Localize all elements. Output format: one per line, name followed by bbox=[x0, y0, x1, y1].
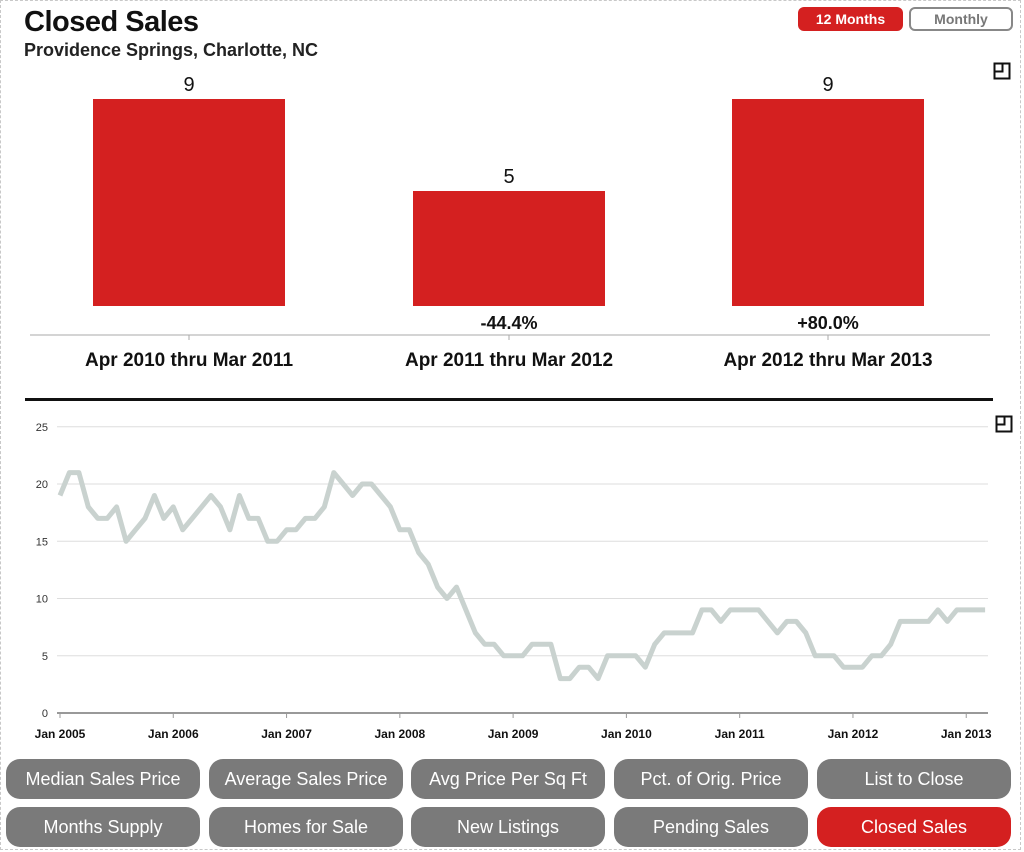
bar-change-label: -44.4% bbox=[480, 313, 537, 333]
x-tick-label: Jan 2009 bbox=[488, 727, 539, 741]
section-divider bbox=[25, 398, 993, 401]
page-subtitle: Providence Springs, Charlotte, NC bbox=[24, 40, 319, 60]
x-tick-label: Jan 2006 bbox=[148, 727, 199, 741]
bar bbox=[93, 99, 285, 306]
metric-button-median-sales-price[interactable]: Median Sales Price bbox=[6, 759, 200, 799]
expand-icon[interactable] bbox=[995, 415, 1013, 433]
x-tick-label: Jan 2005 bbox=[35, 727, 86, 741]
y-tick-label: 10 bbox=[36, 594, 48, 606]
y-tick-label: 25 bbox=[36, 422, 48, 434]
line-chart: 0 5 10 15 20 25 Jan 2005 Jan 2006 Jan 2007 Jan 20… bbox=[35, 422, 992, 741]
y-tick-label: 15 bbox=[36, 536, 48, 548]
bar-value-label: 5 bbox=[503, 166, 514, 188]
metric-button-months-supply[interactable]: Months Supply bbox=[6, 807, 200, 847]
y-tick-label: 0 bbox=[42, 708, 48, 720]
metric-button-avg-price-per-sq-ft[interactable]: Avg Price Per Sq Ft bbox=[411, 759, 605, 799]
y-tick-label: 20 bbox=[36, 479, 48, 491]
page-title: Closed Sales bbox=[24, 6, 199, 38]
metric-button-pending-sales[interactable]: Pending Sales bbox=[614, 807, 808, 847]
toggle-monthly[interactable]: Monthly bbox=[909, 7, 1013, 31]
bar-change-label: +80.0% bbox=[797, 313, 859, 333]
bar-chart: 9 Apr 2010 thru Mar 2011 5 -44.4% Apr 2011 t… bbox=[30, 74, 990, 371]
bar-category-label: Apr 2011 thru Mar 2012 bbox=[405, 350, 613, 371]
x-tick-label: Jan 2012 bbox=[828, 727, 879, 741]
toggle-12-months[interactable]: 12 Months bbox=[798, 7, 903, 31]
metric-button-closed-sales[interactable]: Closed Sales bbox=[817, 807, 1011, 847]
bar-category-label: Apr 2010 thru Mar 2011 bbox=[85, 350, 293, 371]
x-tick-label: Jan 2008 bbox=[374, 727, 425, 741]
bar-value-label: 9 bbox=[183, 74, 194, 96]
metric-button-homes-for-sale[interactable]: Homes for Sale bbox=[209, 807, 403, 847]
x-tick-label: Jan 2010 bbox=[601, 727, 652, 741]
metric-button-new-listings[interactable]: New Listings bbox=[411, 807, 605, 847]
expand-icon[interactable] bbox=[993, 62, 1011, 80]
metric-button-pct-of-orig-price[interactable]: Pct. of Orig. Price bbox=[614, 759, 808, 799]
x-tick-label: Jan 2007 bbox=[261, 727, 312, 741]
x-tick-label: Jan 2013 bbox=[941, 727, 992, 741]
y-tick-label: 5 bbox=[42, 651, 48, 663]
metric-button-list-to-close[interactable]: List to Close bbox=[817, 759, 1011, 799]
metric-button-average-sales-price[interactable]: Average Sales Price bbox=[209, 759, 403, 799]
bar-value-label: 9 bbox=[822, 74, 833, 96]
bar bbox=[732, 99, 924, 306]
bar-category-label: Apr 2012 thru Mar 2013 bbox=[723, 350, 932, 371]
x-tick-label: Jan 2011 bbox=[715, 727, 765, 741]
bar bbox=[413, 191, 605, 306]
closed-sales-line bbox=[57, 470, 986, 682]
